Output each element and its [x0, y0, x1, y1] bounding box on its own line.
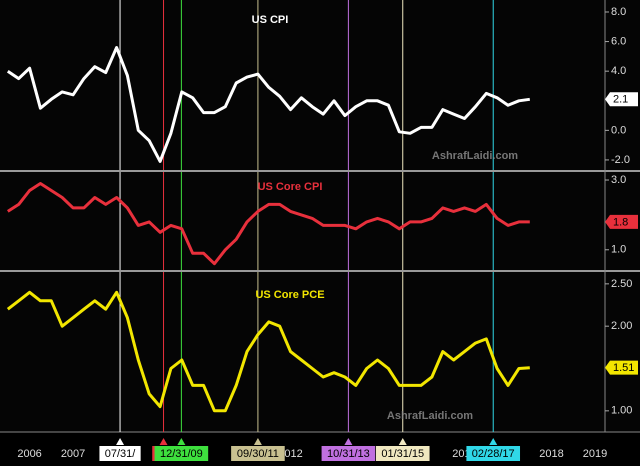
event-flag-box — [375, 446, 430, 461]
last-value-label: 1.51 — [613, 362, 634, 374]
event-flag-marker — [177, 438, 186, 445]
panel-separator — [0, 270, 640, 272]
last-value-badge — [605, 360, 638, 375]
event-flag-label: 09/30/11 — [237, 448, 279, 460]
y-tick-label: 6.0 — [611, 35, 626, 47]
panel-separator — [0, 170, 640, 172]
event-flag-marker — [116, 438, 125, 445]
event-flag-box — [321, 446, 376, 461]
x-tick-label: 2007 — [61, 448, 85, 460]
event-flag-marker — [489, 438, 498, 445]
panel-title: US Core PCE — [255, 289, 324, 301]
y-tick-label: 4.0 — [611, 65, 626, 77]
event-flag-box — [154, 446, 209, 461]
y-tick-label: 2.50 — [611, 278, 632, 290]
x-tick-label: 2019 — [583, 448, 607, 460]
event-flag-marker — [159, 438, 168, 445]
event-flag-label: 01/31/15 — [381, 448, 424, 460]
y-tick-label: 2.00 — [611, 320, 632, 332]
series-line — [6, 182, 530, 266]
last-value-badge — [605, 92, 638, 107]
event-flag-label: 02/28/17 — [472, 448, 515, 460]
event-flag-marker — [344, 438, 353, 445]
series-line — [6, 46, 531, 163]
x-tick-label: 2006 — [17, 448, 41, 460]
event-flag-label: 07/31/ — [105, 448, 137, 460]
y-tick-label: 1.0 — [611, 244, 626, 256]
watermark: AshrafLaidi.com — [432, 150, 518, 162]
event-flag-label: 10/31/13 — [327, 448, 370, 460]
y-tick-label: 1.00 — [611, 405, 632, 417]
panel-title: US CPI — [252, 14, 289, 26]
y-tick-label: 0.0 — [611, 124, 626, 136]
last-value-badge — [605, 214, 638, 229]
event-flag-marker — [398, 438, 407, 445]
last-value-label: 1.8 — [613, 216, 628, 228]
last-value-label: 2.1 — [613, 94, 628, 106]
event-flag-label: 12/31/09 — [160, 448, 203, 460]
y-tick-label: 8.0 — [611, 6, 626, 18]
x-tick-label: 2018 — [539, 448, 563, 460]
event-flag-box — [466, 446, 521, 461]
series-line — [6, 290, 530, 413]
y-tick-label: 3.0 — [611, 174, 626, 186]
event-flag-box — [231, 446, 285, 461]
watermark: AshrafLaidi.com — [387, 410, 473, 422]
event-flag-marker — [253, 438, 262, 445]
event-flag-box — [99, 446, 141, 461]
y-tick-label: -2.0 — [611, 154, 630, 166]
panel-title: US Core CPI — [258, 181, 323, 193]
